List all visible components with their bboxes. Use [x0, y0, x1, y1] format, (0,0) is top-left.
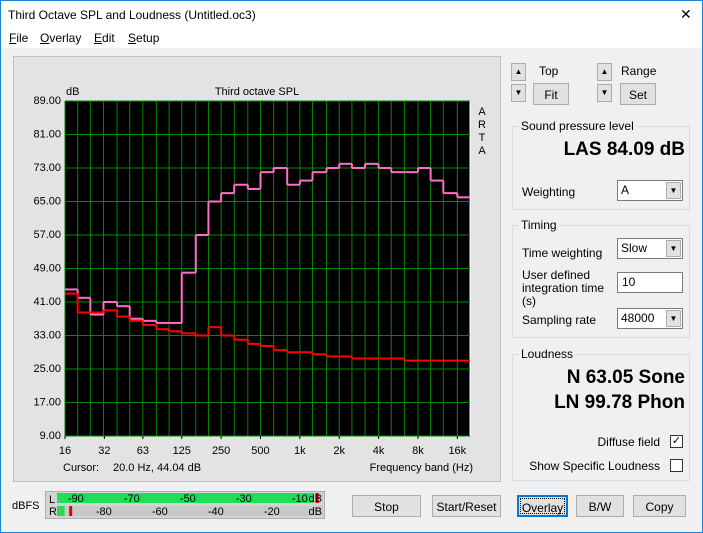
menu-item[interactable]: Overlay: [40, 31, 82, 45]
start-reset-button[interactable]: Start/Reset: [432, 495, 501, 517]
y-tick-label: 17.00: [33, 396, 61, 408]
meter-unit: dB: [309, 493, 322, 505]
x-tick-label: 8k: [412, 445, 424, 457]
title-bar: Third Octave SPL and Loudness (Untitled.…: [1, 1, 702, 30]
side-label: ARTA: [476, 106, 488, 158]
diffuse-checkbox[interactable]: ✓: [670, 435, 683, 448]
top-down[interactable]: ▼: [511, 84, 526, 102]
meter-tick-label: -30: [236, 493, 252, 505]
channel-label: R: [49, 506, 57, 518]
y-tick-label: 41.00: [33, 296, 61, 308]
overlay-button[interactable]: Overlay: [517, 495, 568, 517]
time-weighting-select[interactable]: Slow ▼: [617, 238, 683, 259]
y-tick-label: 49.00: [33, 262, 61, 274]
top-label: Top: [539, 64, 559, 78]
menu-item[interactable]: File: [9, 31, 29, 45]
stop-button[interactable]: Stop: [352, 495, 421, 517]
phon-reading: LN 99.78 Phon: [554, 392, 685, 413]
group-title: Sound pressure level: [519, 119, 636, 133]
weighting-label: Weighting: [522, 185, 576, 199]
y-tick-label: 81.00: [33, 128, 61, 140]
x-tick-label: 125: [173, 445, 191, 457]
x-tick-label: 16: [59, 445, 71, 457]
meter-track: [57, 506, 323, 516]
integration-label: User defined integration time (s): [522, 268, 605, 308]
meter-tick-label: -10: [292, 493, 308, 505]
meter-level: [57, 493, 314, 503]
y-tick-label: 25.00: [33, 363, 61, 375]
chart: Third octave SPL dB ARTA Cursor: 20.0 Hz…: [13, 56, 501, 482]
x-tick-label: 1k: [294, 445, 306, 457]
spl-reading: LAS 84.09 dB: [563, 139, 685, 160]
meter-tick-label: -60: [152, 506, 168, 518]
timing-group: Timing Time weighting Slow ▼ User defined…: [512, 218, 690, 338]
integration-input[interactable]: 10: [617, 272, 683, 293]
bw-button[interactable]: B/W: [576, 495, 624, 517]
top-up[interactable]: ▲: [511, 63, 526, 81]
spl-group: Sound pressure level LAS 84.09 dB Weight…: [512, 119, 690, 210]
x-tick-label: 250: [212, 445, 230, 457]
meter-unit: dB: [309, 506, 322, 518]
x-tick-label: 500: [251, 445, 269, 457]
y-tick-label: 89.00: [33, 95, 61, 107]
x-tick-label: 4k: [373, 445, 385, 457]
select-value: Slow: [621, 241, 648, 255]
x-tick-label: 2k: [333, 445, 345, 457]
loudness-group: Loudness N 63.05 Sone LN 99.78 Phon Diff…: [512, 347, 690, 481]
range-label: Range: [621, 64, 657, 78]
menu-bar: File Overlay Edit Setup: [1, 30, 702, 48]
meter-level: [57, 506, 65, 516]
fit-button[interactable]: Fit: [533, 83, 569, 105]
chart-title: Third octave SPL: [215, 86, 299, 98]
y-axis-label: dB: [66, 86, 79, 98]
x-tick-label: 63: [137, 445, 149, 457]
meter-label: dBFS: [12, 500, 40, 512]
menu-item[interactable]: Edit: [94, 31, 115, 45]
x-tick-label: 32: [98, 445, 110, 457]
sone-reading: N 63.05 Sone: [566, 367, 685, 388]
specific-checkbox[interactable]: [670, 459, 683, 472]
select-value: A: [621, 183, 630, 197]
meter-tick-label: -90: [68, 493, 84, 505]
meter-tick-label: -50: [180, 493, 196, 505]
window-title: Third Octave SPL and Loudness (Untitled.…: [8, 8, 256, 22]
meter-tick-label: -20: [264, 506, 280, 518]
cursor-readout: 20.0 Hz, 44.04 dB: [113, 462, 201, 474]
sampling-label: Sampling rate: [522, 313, 597, 327]
meter-peak: [315, 493, 319, 503]
y-tick-label: 73.00: [33, 162, 61, 174]
weighting-select[interactable]: A ▼: [617, 180, 683, 201]
x-axis-label: Frequency band (Hz): [370, 462, 473, 474]
diffuse-label: Diffuse field: [597, 435, 660, 449]
group-title: Loudness: [519, 347, 576, 361]
close-button[interactable]: ✕: [680, 6, 692, 22]
sampling-select[interactable]: 48000 ▼: [617, 308, 683, 329]
range-down[interactable]: ▼: [597, 84, 612, 102]
specific-label: Show Specific Loudness: [529, 459, 660, 473]
meter-peak: [69, 506, 73, 516]
y-tick-label: 9.00: [40, 430, 61, 442]
meter-tick-label: -40: [208, 506, 224, 518]
y-tick-label: 57.00: [33, 229, 61, 241]
set-button[interactable]: Set: [620, 83, 656, 105]
menu-item[interactable]: Setup: [128, 31, 160, 45]
meter-tick-label: -70: [124, 493, 140, 505]
meter-tick-label: -80: [96, 506, 112, 518]
select-value: 48000: [621, 311, 655, 325]
y-tick-label: 33.00: [33, 329, 61, 341]
x-tick-label: 16k: [448, 445, 466, 457]
cursor-label: Cursor:: [63, 462, 99, 474]
group-title: Timing: [519, 218, 559, 232]
time-weighting-label: Time weighting: [522, 246, 603, 260]
range-up[interactable]: ▲: [597, 63, 612, 81]
y-tick-label: 65.00: [33, 195, 61, 207]
channel-label: L: [49, 494, 55, 506]
copy-button[interactable]: Copy: [633, 495, 686, 517]
